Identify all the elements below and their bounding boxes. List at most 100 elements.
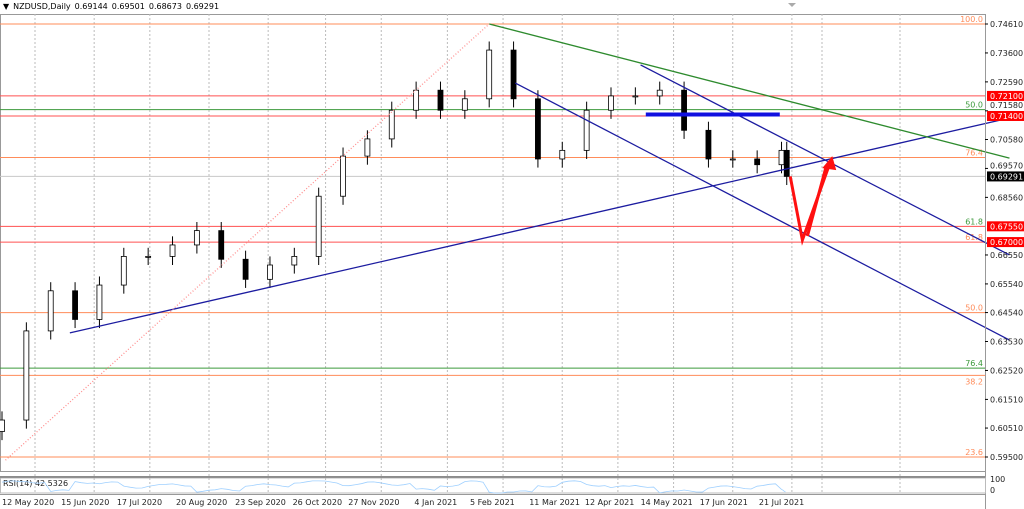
rsi-level-label: 0	[990, 486, 995, 495]
y-tick-label: 0.69570	[990, 161, 1023, 170]
close-value: 0.69291	[185, 2, 220, 11]
price-label: 0.72100	[990, 92, 1023, 101]
candle	[23, 330, 30, 421]
candle	[96, 284, 103, 320]
candle	[291, 256, 298, 266]
x-tick-label: 23 Sep 2020	[235, 498, 286, 507]
candle	[0, 419, 5, 432]
candle	[72, 290, 78, 320]
candle	[705, 129, 712, 160]
fib-level-label: 38.2	[965, 377, 983, 386]
candle	[535, 98, 541, 160]
price-label-box	[987, 90, 1024, 101]
candle	[583, 109, 590, 151]
fib-level-label: 76.4	[965, 149, 983, 158]
x-tick-label: 15 Jun 2020	[61, 498, 109, 507]
candle	[413, 89, 420, 111]
x-tick-label: 12 May 2020	[2, 498, 54, 507]
rsi-level-label: 100	[990, 475, 1005, 484]
price-label: 0.69291	[990, 172, 1023, 181]
candle	[218, 230, 225, 260]
candle	[120, 256, 127, 286]
y-tick-label: 0.73600	[990, 49, 1023, 58]
candle	[461, 98, 468, 111]
fib-level-label: 50.0	[965, 101, 983, 110]
candle	[783, 149, 790, 177]
x-tick-label: 20 Aug 2020	[176, 498, 227, 507]
trendline	[5, 23, 490, 461]
fib-level-label: 61.8	[965, 233, 983, 242]
price-label: 0.67550	[990, 222, 1023, 231]
trendline	[640, 64, 1010, 256]
x-tick-label: 17 Jul 2020	[117, 498, 162, 507]
candle	[315, 195, 322, 257]
plot-frame	[0, 14, 986, 472]
chart-shift-marker-icon	[788, 3, 796, 7]
y-tick-label: 0.65540	[990, 280, 1023, 289]
arrow-head-icon	[822, 156, 837, 171]
x-tick-label: 27 Nov 2020	[348, 498, 399, 507]
candle	[608, 95, 614, 111]
candle	[437, 89, 444, 111]
x-tick-label: 5 Feb 2021	[470, 498, 515, 507]
candle	[729, 158, 736, 161]
candle	[340, 155, 346, 197]
fib-level-label: 100.0	[960, 15, 983, 24]
price-label: 0.67000	[990, 238, 1023, 247]
y-tick-label: 0.61510	[990, 395, 1023, 404]
candle	[754, 158, 761, 166]
trendline	[515, 82, 1010, 341]
price-label-box	[987, 171, 1024, 182]
y-tick-label: 0.72590	[990, 78, 1023, 87]
candle	[193, 230, 200, 246]
candle	[510, 49, 517, 100]
rsi-line	[1, 480, 786, 494]
candle	[681, 89, 687, 131]
collapse-triangle-icon[interactable]: ▼	[3, 2, 10, 11]
y-tick-label: 0.71580	[990, 101, 1023, 110]
candle	[632, 95, 639, 98]
candle	[656, 89, 663, 97]
candle	[388, 109, 395, 140]
candle	[242, 258, 249, 280]
x-tick-label: 14 May 2021	[641, 498, 693, 507]
y-tick-label: 0.66550	[990, 251, 1023, 260]
y-tick-label: 0.63530	[990, 338, 1023, 347]
symbol-label: NZDUSD,Daily	[13, 2, 71, 11]
rsi-pane	[0, 477, 986, 494]
chart-title: ▼ NZDUSD,Daily 0.69144 0.69501 0.68673 0.6929…	[3, 2, 223, 11]
candle	[47, 290, 54, 332]
y-tick-label: 0.70580	[990, 135, 1023, 144]
x-tick-label: 4 Jan 2021	[414, 498, 457, 507]
low-value: 0.68673	[148, 2, 182, 11]
y-tick-label: 0.59500	[990, 453, 1023, 462]
fib-level-label: 76.4	[965, 359, 983, 368]
candle	[486, 49, 493, 100]
y-tick-label: 0.60510	[990, 424, 1023, 433]
high-value: 0.69501	[111, 2, 145, 11]
candle	[267, 264, 273, 280]
candle	[364, 138, 371, 157]
trendline	[489, 23, 1010, 159]
fib-level-label: 61.8	[965, 217, 983, 226]
x-tick-label: 12 Apr 2021	[585, 498, 634, 507]
price-label-box	[987, 110, 1024, 121]
y-tick-label: 0.68560	[990, 193, 1023, 202]
x-tick-label: 21 Jul 2021	[759, 498, 804, 507]
candle	[778, 149, 785, 166]
fib-level-label: 50.0	[965, 304, 983, 313]
price-label: 0.71400	[990, 112, 1023, 121]
arrow	[805, 165, 828, 237]
y-tick-label: 0.62520	[990, 366, 1023, 375]
y-tick-label: 0.74610	[990, 20, 1023, 29]
price-label-box	[987, 237, 1024, 248]
y-tick-label: 0.64540	[990, 309, 1023, 318]
price-label-box	[987, 221, 1024, 232]
candle	[145, 256, 152, 258]
x-tick-label: 17 Jun 2021	[700, 498, 748, 507]
open-value: 0.69144	[74, 2, 108, 11]
x-tick-label: 11 Mar 2021	[529, 498, 580, 507]
x-tick-label: 26 Oct 2020	[293, 498, 342, 507]
trendline	[69, 117, 1010, 334]
